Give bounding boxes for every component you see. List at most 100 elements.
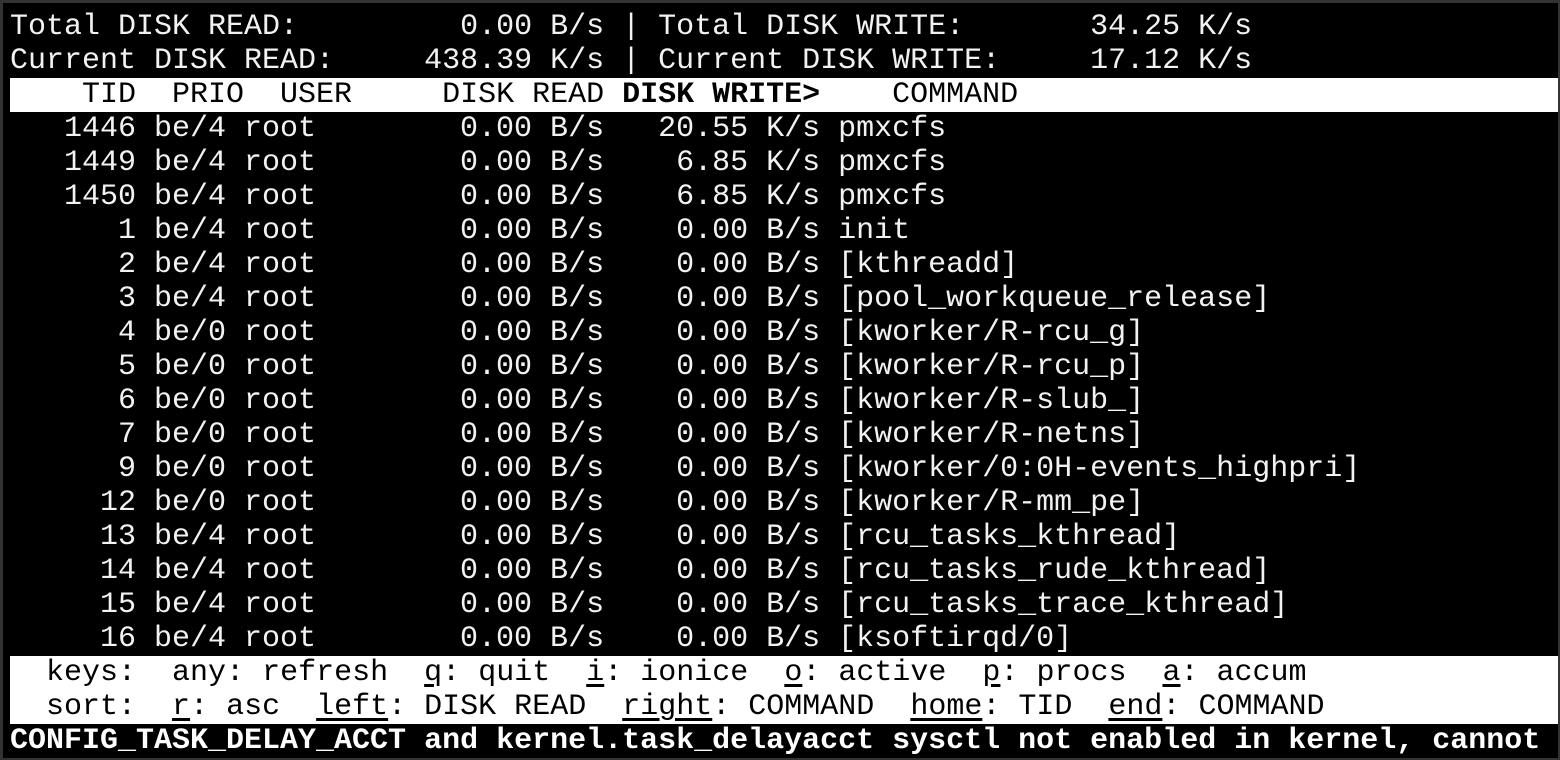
disk-write-cell: 0.00 B/s bbox=[676, 486, 821, 520]
command-cell: [kworker/R-slub_] bbox=[838, 384, 1145, 418]
prio-cell: be/4 bbox=[154, 180, 227, 214]
key-o: o bbox=[784, 656, 820, 690]
user-cell: root bbox=[244, 248, 317, 282]
disk-write-cell: 6.85 K/s bbox=[676, 146, 821, 180]
disk-read-cell: 0.00 B/s bbox=[460, 350, 605, 384]
user-cell: root bbox=[244, 554, 317, 588]
current-read-value: 438.39 K/s bbox=[424, 44, 605, 78]
sort-item-right[interactable]: right COMMAND bbox=[622, 690, 874, 724]
command-cell: [pool_workqueue_release] bbox=[838, 282, 1271, 316]
disk-read-cell: 0.00 B/s bbox=[460, 520, 605, 554]
tid-cell: 13 bbox=[100, 520, 137, 554]
column-user[interactable]: USER bbox=[280, 78, 353, 112]
table-row[interactable]: 15 be/4 root 0.00 B/s 0.00 B/s [rcu_tasks_tra… bbox=[10, 588, 1558, 622]
keys-item-any[interactable]: any refresh bbox=[172, 656, 388, 690]
table-row[interactable]: 7 be/0 root 0.00 B/s 0.00 B/s [kworker/R-netn… bbox=[10, 418, 1558, 452]
keys-item-q[interactable]: q quit bbox=[424, 656, 550, 690]
disk-read-cell: 0.00 B/s bbox=[460, 622, 605, 656]
command-cell: [rcu_tasks_kthread] bbox=[838, 520, 1181, 554]
table-row[interactable]: 14 be/4 root 0.00 B/s 0.00 B/s [rcu_tasks_rud… bbox=[10, 554, 1558, 588]
prio-cell: be/4 bbox=[154, 622, 227, 656]
table-row[interactable]: 9 be/0 root 0.00 B/s 0.00 B/s [kworker/0:0H-e… bbox=[10, 452, 1558, 486]
table-row[interactable]: 1446 be/4 root 0.00 B/s 20.55 K/s pmxcfs bbox=[10, 112, 1558, 146]
command-cell: [kworker/0:0H-events_highpri] bbox=[838, 452, 1361, 486]
keys-label: keys: bbox=[46, 656, 137, 690]
sort-item-left[interactable]: left DISK READ bbox=[316, 690, 586, 724]
sort-item-end[interactable]: end COMMAND bbox=[1108, 690, 1324, 724]
key-description: COMMAND bbox=[1198, 690, 1325, 724]
user-cell: root bbox=[244, 520, 317, 554]
table-row[interactable]: 13 be/4 root 0.00 B/s 0.00 B/s [rcu_tasks_kth… bbox=[10, 520, 1558, 554]
sort-item-home[interactable]: home TID bbox=[910, 690, 1072, 724]
user-cell: root bbox=[244, 146, 317, 180]
table-row[interactable]: 5 be/0 root 0.00 B/s 0.00 B/s [kworker/R-rcu_… bbox=[10, 350, 1558, 384]
key-a: a bbox=[1162, 656, 1198, 690]
disk-write-cell: 0.00 B/s bbox=[676, 452, 821, 486]
command-cell: [rcu_tasks_trace_kthread] bbox=[838, 588, 1289, 622]
column-disk-read[interactable]: DISK READ bbox=[442, 78, 605, 112]
table-row[interactable]: 12 be/0 root 0.00 B/s 0.00 B/s [kworker/R-mm_… bbox=[10, 486, 1558, 520]
table-row[interactable]: 2 be/4 root 0.00 B/s 0.00 B/s [kthreadd] bbox=[10, 248, 1558, 282]
keys-item-i[interactable]: i ionice bbox=[586, 656, 748, 690]
table-row[interactable]: 16 be/4 root 0.00 B/s 0.00 B/s [ksoftirqd/0] bbox=[10, 622, 1558, 656]
disk-read-cell: 0.00 B/s bbox=[460, 282, 605, 316]
prio-cell: be/4 bbox=[154, 248, 227, 282]
separator: | bbox=[622, 44, 641, 78]
column-tid[interactable]: TID bbox=[82, 78, 137, 112]
keys-help-line: keys: any refresh q quit i ionice o acti… bbox=[10, 656, 1558, 690]
column-header: TID PRIO USER DISK READ DISK WRITE> COMM… bbox=[10, 78, 1558, 112]
tid-cell: 5 bbox=[118, 350, 137, 384]
key-q: q bbox=[424, 656, 460, 690]
keys-item-a[interactable]: a accum bbox=[1162, 656, 1306, 690]
prio-cell: be/4 bbox=[154, 282, 227, 316]
iotop-screen: Total DISK READ: 0.00 B/s | Total DISK W… bbox=[10, 10, 1558, 758]
table-row[interactable]: 3 be/4 root 0.00 B/s 0.00 B/s [pool_workqueue… bbox=[10, 282, 1558, 316]
user-cell: root bbox=[244, 112, 317, 146]
disk-write-cell: 0.00 B/s bbox=[676, 248, 821, 282]
table-row[interactable]: 1 be/4 root 0.00 B/s 0.00 B/s init bbox=[10, 214, 1558, 248]
command-cell: [kworker/R-netns] bbox=[838, 418, 1145, 452]
separator: | bbox=[622, 10, 641, 44]
column-command[interactable]: COMMAND bbox=[892, 78, 1019, 112]
command-cell: [kworker/R-rcu_g] bbox=[838, 316, 1145, 350]
disk-read-cell: 0.00 B/s bbox=[460, 214, 605, 248]
disk-read-cell: 0.00 B/s bbox=[460, 248, 605, 282]
command-cell: pmxcfs bbox=[838, 180, 947, 214]
disk-write-cell: 0.00 B/s bbox=[676, 622, 821, 656]
keys-item-o[interactable]: o active bbox=[784, 656, 946, 690]
sort-item-r[interactable]: r asc bbox=[172, 690, 280, 724]
disk-write-cell: 6.85 K/s bbox=[676, 180, 821, 214]
key-description: quit bbox=[478, 656, 551, 690]
key-description: procs bbox=[1036, 656, 1127, 690]
column-prio[interactable]: PRIO bbox=[172, 78, 245, 112]
disk-write-cell: 0.00 B/s bbox=[676, 384, 821, 418]
key-p: p bbox=[982, 656, 1018, 690]
command-cell: [kthreadd] bbox=[838, 248, 1019, 282]
keys-item-p[interactable]: p procs bbox=[982, 656, 1126, 690]
user-cell: root bbox=[244, 180, 317, 214]
table-row[interactable]: 1449 be/4 root 0.00 B/s 6.85 K/s pmxcfs bbox=[10, 146, 1558, 180]
total-write-value: 34.25 K/s bbox=[1090, 10, 1253, 44]
table-row[interactable]: 1450 be/4 root 0.00 B/s 6.85 K/s pmxcfs bbox=[10, 180, 1558, 214]
column-disk-write-sorted[interactable]: DISK WRITE> bbox=[622, 78, 821, 112]
key-right: right bbox=[622, 690, 730, 724]
command-cell: [ksoftirqd/0] bbox=[838, 622, 1073, 656]
total-read-label: Total DISK READ: bbox=[10, 10, 299, 44]
table-row[interactable]: 6 be/0 root 0.00 B/s 0.00 B/s [kworker/R-slub… bbox=[10, 384, 1558, 418]
disk-read-cell: 0.00 B/s bbox=[460, 384, 605, 418]
tid-cell: 7 bbox=[118, 418, 137, 452]
key-description: asc bbox=[226, 690, 281, 724]
command-cell: pmxcfs bbox=[838, 146, 947, 180]
user-cell: root bbox=[244, 350, 317, 384]
prio-cell: be/4 bbox=[154, 520, 227, 554]
disk-write-cell: 0.00 B/s bbox=[676, 350, 821, 384]
process-list: 1446 be/4 root 0.00 B/s 20.55 K/s pmxcfs 1449 b… bbox=[10, 112, 1558, 656]
prio-cell: be/4 bbox=[154, 146, 227, 180]
table-row[interactable]: 4 be/0 root 0.00 B/s 0.00 B/s [kworker/R-rcu_… bbox=[10, 316, 1558, 350]
tid-cell: 6 bbox=[118, 384, 137, 418]
prio-cell: be/0 bbox=[154, 418, 227, 452]
user-cell: root bbox=[244, 622, 317, 656]
tid-cell: 15 bbox=[100, 588, 137, 622]
tid-cell: 3 bbox=[118, 282, 137, 316]
key-home: home bbox=[910, 690, 1000, 724]
